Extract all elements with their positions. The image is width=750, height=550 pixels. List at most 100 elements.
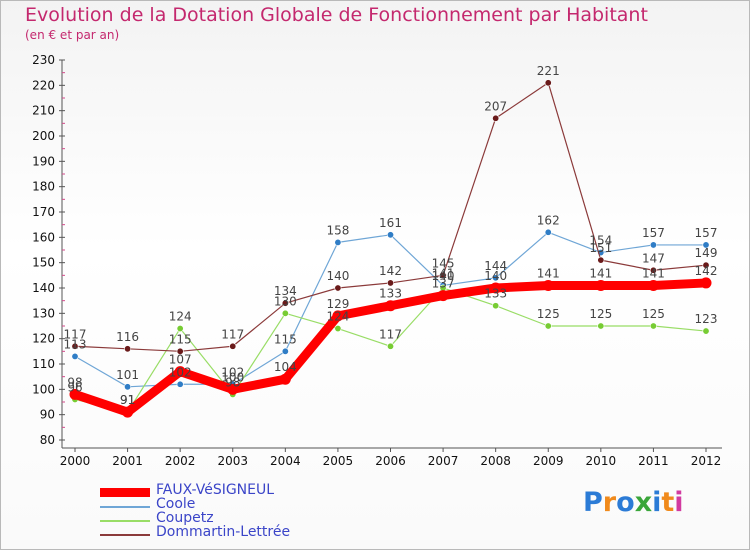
- data-label: 149: [695, 246, 718, 260]
- data-point: [544, 228, 552, 236]
- data-label: 124: [169, 310, 192, 324]
- data-point: [702, 261, 710, 269]
- x-tick-label: 2000: [60, 454, 91, 468]
- data-point: [595, 279, 607, 291]
- logo-letter: i: [674, 487, 684, 518]
- data-point: [492, 302, 500, 310]
- y-tick-label: 140: [32, 281, 55, 295]
- legend-swatch: [100, 534, 150, 536]
- chart-subtitle: (en € et par an): [25, 28, 120, 42]
- y-tick-label: 150: [32, 256, 55, 270]
- x-tick-label: 2009: [533, 454, 564, 468]
- data-label: 113: [64, 337, 87, 351]
- data-label: 142: [379, 264, 402, 278]
- proxiti-logo: Proxiti: [583, 487, 684, 518]
- y-tick-label: 110: [32, 357, 55, 371]
- data-label: 124: [326, 310, 349, 324]
- data-point: [544, 79, 552, 87]
- x-tick-label: 2006: [375, 454, 406, 468]
- legend-label: Coole: [156, 496, 196, 512]
- data-label: 151: [589, 241, 612, 255]
- data-point: [71, 342, 79, 350]
- series-lines: [69, 79, 712, 418]
- data-label: 141: [537, 266, 560, 280]
- x-tick-label: 2008: [480, 454, 511, 468]
- data-point: [386, 231, 394, 239]
- x-tick-label: 2011: [638, 454, 669, 468]
- data-label: 116: [116, 330, 139, 344]
- data-point: [122, 406, 134, 418]
- legend-swatch: [100, 488, 150, 497]
- data-label: 107: [169, 353, 192, 367]
- x-tick-label: 2003: [217, 454, 248, 468]
- y-tick-label: 80: [40, 433, 55, 447]
- data-point: [386, 279, 394, 287]
- data-label: 161: [379, 216, 402, 230]
- legend-swatch: [100, 520, 150, 522]
- data-label: 129: [326, 297, 349, 311]
- data-label: 100: [221, 370, 244, 384]
- data-point: [176, 347, 184, 355]
- data-label: 125: [589, 307, 612, 321]
- data-point: [492, 114, 500, 122]
- y-tick-label: 230: [32, 53, 55, 67]
- data-point: [334, 325, 342, 333]
- data-label: 98: [225, 375, 240, 389]
- y-tick-label: 170: [32, 205, 55, 219]
- data-point: [385, 300, 396, 312]
- data-point: [492, 274, 500, 282]
- data-label: 91: [120, 393, 135, 407]
- data-point: [386, 342, 394, 350]
- data-point: [597, 256, 605, 264]
- data-label: 141: [642, 266, 665, 280]
- data-label: 158: [326, 223, 349, 237]
- data-label: 140: [326, 269, 349, 283]
- data-label: 125: [537, 307, 560, 321]
- data-point: [281, 347, 289, 355]
- data-label: 91: [120, 393, 135, 407]
- y-tick-label: 190: [32, 154, 55, 168]
- data-point: [334, 238, 342, 246]
- axes: 8090100110120130140150160170180190200210…: [32, 53, 722, 468]
- y-tick-label: 200: [32, 129, 55, 143]
- data-point: [334, 284, 342, 292]
- x-tick-label: 2007: [428, 454, 459, 468]
- data-label: 96: [67, 380, 82, 394]
- data-label: 141: [589, 266, 612, 280]
- data-point: [281, 299, 289, 307]
- x-tick-label: 2004: [270, 454, 301, 468]
- data-point: [649, 241, 657, 249]
- y-tick-label: 90: [40, 408, 55, 422]
- data-label: 145: [432, 256, 455, 270]
- data-label: 134: [274, 284, 297, 298]
- data-label: 117: [379, 327, 402, 341]
- data-point: [229, 342, 237, 350]
- data-label: 141: [432, 266, 455, 280]
- x-tick-label: 2001: [112, 454, 143, 468]
- y-tick-label: 180: [32, 180, 55, 194]
- data-label: 130: [274, 294, 297, 308]
- y-tick-label: 160: [32, 230, 55, 244]
- data-label: 140: [484, 269, 507, 283]
- logo-letter: i: [652, 487, 662, 518]
- data-point: [176, 325, 184, 333]
- data-label: 207: [484, 99, 507, 113]
- legend-label: Coupetz: [156, 510, 214, 526]
- data-label: 123: [695, 312, 718, 326]
- logo-letter: t: [661, 487, 675, 518]
- data-label: 125: [642, 307, 665, 321]
- x-tick-label: 2005: [323, 454, 354, 468]
- data-label: 115: [169, 332, 192, 346]
- data-point: [649, 322, 657, 330]
- data-point: [227, 383, 239, 395]
- logo-letter: o: [616, 487, 635, 518]
- data-label: 101: [116, 368, 139, 382]
- data-point: [702, 327, 710, 335]
- x-tick-label: 2012: [691, 454, 722, 468]
- y-tick-label: 220: [32, 78, 55, 92]
- x-tick-label: 2002: [165, 454, 196, 468]
- logo-letter: r: [602, 487, 617, 518]
